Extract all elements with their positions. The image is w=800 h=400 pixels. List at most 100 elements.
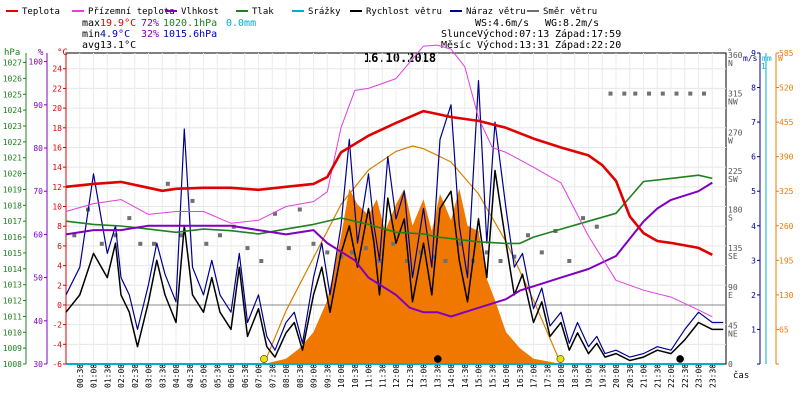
wind-axis-tick-label: 1	[751, 325, 756, 334]
pressure-axis-tick-label: 1009	[3, 344, 22, 353]
wind-axis-tick-label: 9	[751, 49, 756, 58]
humidity-axis-tick-label: 30	[33, 360, 43, 369]
wind-axis-tick-label: 2	[751, 291, 756, 300]
pressure-axis-tick-label: 1024	[3, 106, 22, 115]
solar-axis-tick-label: 325	[779, 187, 794, 196]
series-tlak	[65, 174, 713, 245]
humidity-axis-tick-label: 40	[33, 317, 43, 326]
info-moon-label: Měsíc	[441, 39, 471, 51]
solar-axis-tick-label: 195	[779, 256, 794, 265]
x-tick-label: 22:00	[667, 364, 676, 388]
stat-avg-temp: 13.1°C	[100, 40, 136, 51]
unit-hpa: hPa	[4, 48, 20, 58]
axis-units: hPa % °C ° m/s mm W čas	[4, 48, 783, 381]
temperature-axis-tick-label: 22	[52, 84, 62, 93]
direction-point	[152, 241, 156, 246]
x-tick-label: 00:30	[76, 364, 85, 388]
unit-mm: mm	[762, 54, 772, 63]
legend-item-smer-vetru: Směr větru	[527, 7, 597, 17]
x-tick-label: 22:30	[681, 364, 690, 388]
x-tick-label: 21:30	[653, 364, 662, 388]
legend-item-vlhkost: Vlhkost	[165, 7, 219, 17]
x-tick-label: 11:30	[378, 364, 387, 388]
x-tick-label: 16:30	[516, 364, 525, 388]
direction-tick-label: 90	[728, 283, 738, 292]
direction-tick-label: SE	[728, 252, 738, 261]
x-tick-label: 13:00	[420, 364, 429, 388]
pressure-axis-tick-label: 1008	[3, 360, 22, 369]
legend-item-tlak: Tlak	[236, 7, 274, 17]
pressure-axis-tick-label: 1017	[3, 217, 22, 226]
sunrise-marker	[260, 355, 268, 363]
direction-point	[674, 91, 679, 96]
solar-axis-tick-label: 390	[779, 153, 794, 162]
direction-point	[311, 241, 316, 246]
x-tick-label: 18:30	[571, 364, 580, 388]
x-tick-label: 23:00	[695, 364, 704, 388]
direction-point	[498, 259, 503, 263]
direction-tick-label: NW	[728, 98, 738, 107]
legend-item-prizemni-teplota: Přízemní teplota	[72, 7, 175, 17]
temperature-axis-tick-label: 8	[57, 222, 62, 231]
x-tick-label: 12:00	[392, 364, 401, 388]
info-sun-set: Západ:17:59	[555, 28, 621, 40]
direction-tick-label: 180	[728, 206, 743, 215]
direction-point	[622, 91, 627, 96]
x-tick-label: 09:30	[323, 364, 332, 388]
x-tick-label: 02:00	[117, 364, 126, 388]
legend-label: Přízemní teplota	[88, 7, 175, 17]
unit-pct: %	[38, 48, 44, 58]
solar-axis-tick-label: 520	[779, 84, 794, 93]
stat-max-temp: 19.9°C	[100, 18, 136, 29]
temperature-axis-tick-label: -2	[52, 321, 62, 330]
x-tick-label: 19:30	[598, 364, 607, 388]
pressure-axis-tick-label: 1026	[3, 74, 22, 83]
direction-tick-label: 360	[728, 51, 743, 60]
pressure-axis-tick-label: 1012	[3, 297, 22, 306]
direction-point	[297, 207, 302, 212]
x-tick-label: 20:30	[626, 364, 635, 388]
direction-tick-label: 225	[728, 167, 743, 176]
humidity-axis-tick-label: 80	[33, 144, 43, 153]
direction-point	[633, 91, 638, 96]
x-tick-label: 08:30	[296, 364, 305, 388]
info-ws: WS:4.6m/s	[475, 18, 529, 29]
direction-point	[581, 216, 585, 221]
legend-label: Rychlost větru	[366, 7, 442, 17]
direction-point	[526, 233, 530, 238]
direction-point	[190, 198, 195, 203]
direction-tick-label: 0	[728, 360, 733, 369]
direction-point	[702, 91, 706, 96]
direction-tick-label: NE	[728, 329, 738, 338]
info-panel: WS:4.6m/s WG:8.2m/s Slunce Východ:07:13 …	[441, 18, 621, 51]
x-tick-label: 02:30	[131, 364, 140, 388]
pressure-axis-tick-label: 1013	[3, 281, 22, 290]
legend-label: Směr větru	[543, 7, 597, 17]
x-tick-label: 05:30	[213, 364, 222, 388]
legend-item-srazky: Srážky	[292, 7, 341, 17]
unit-cas: čas	[733, 370, 749, 381]
x-tick-label: 14:00	[447, 364, 456, 388]
unit-degc: °C	[57, 48, 68, 58]
direction-tick-label: 135	[728, 244, 743, 253]
series-rychlost-vetru	[65, 169, 724, 362]
x-tick-label: 03:00	[145, 364, 154, 388]
stat-min-temp: 4.9°C	[100, 29, 130, 40]
stat-avg-label: avg	[82, 40, 100, 51]
direction-point	[660, 91, 665, 96]
direction-point	[218, 233, 222, 238]
x-tick-label: 17:00	[530, 364, 539, 388]
temperature-axis-tick-label: 10	[52, 203, 62, 212]
stat-max-hum: 72%	[141, 18, 159, 29]
x-tick-label: 06:30	[241, 364, 250, 388]
info-moon-rise: Východ:13:31	[477, 39, 549, 51]
solar-axis-tick-label: 260	[779, 222, 794, 231]
pressure-axis-tick-label: 1011	[3, 312, 22, 321]
humidity-axis-tick-label: 100	[29, 58, 44, 67]
x-tick-label: 05:00	[200, 364, 209, 388]
moonset-marker	[676, 355, 684, 363]
temperature-axis-tick-label: 18	[52, 124, 62, 133]
direction-point	[647, 91, 651, 96]
solar-axis-tick-label: 130	[779, 291, 794, 300]
